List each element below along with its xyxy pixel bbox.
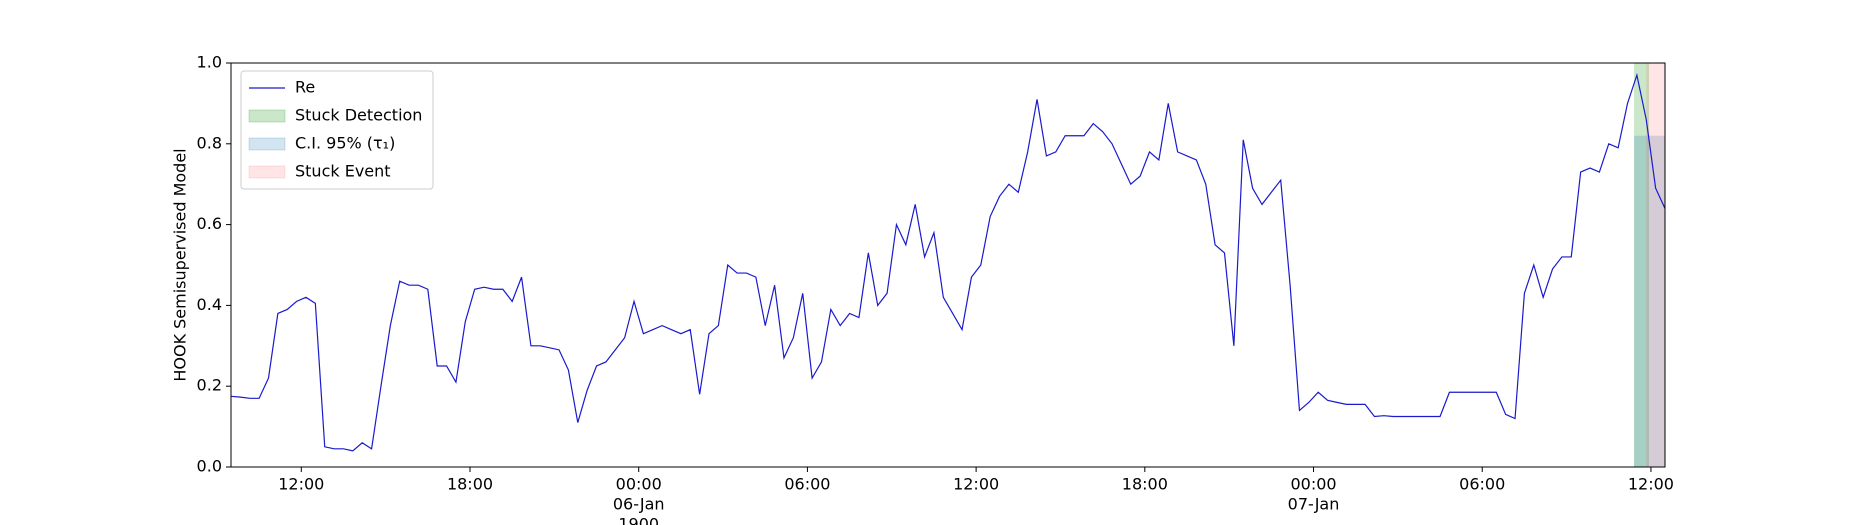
legend: Re Stuck Detection C.I. 95% (τ₁) Stuck Even… (240, 70, 434, 190)
span (1634, 135, 1665, 467)
legend-patch (248, 109, 286, 123)
y-tick-label: 1.0 (197, 53, 222, 72)
legend-label: C.I. 95% (τ₁) (295, 134, 395, 153)
legend-box (240, 70, 434, 190)
legend-label: Stuck Detection (295, 106, 422, 125)
x-tick-label: 06:00 (784, 475, 830, 494)
y-tick-label: 0.4 (197, 295, 222, 314)
x-tick-label: 00:00 (1290, 475, 1336, 494)
x-tick-label: 12:00 (1628, 475, 1674, 494)
x-tick-label: 12:00 (953, 475, 999, 494)
y-tick-label: 0.6 (197, 214, 222, 233)
x-tick-label: 06-Jan (613, 495, 665, 514)
series-line (231, 72, 1665, 452)
legend-label: Re (295, 78, 315, 97)
x-tick-label: 00:00 (616, 475, 662, 494)
y-tick-label: 0.2 (197, 376, 222, 395)
x-tick-label: 07-Jan (1288, 495, 1340, 514)
x-tick-label: 12:00 (278, 475, 324, 494)
legend-label: Stuck Event (295, 162, 391, 181)
x-tick-label: 1900 (618, 515, 659, 525)
legend-patch (248, 137, 286, 151)
y-tick-label: 0.0 (197, 457, 222, 476)
axes-frame (230, 62, 1666, 468)
legend-patch (248, 165, 286, 179)
span (1646, 63, 1665, 467)
y-axis-label: HOOK Semisupervised Model (171, 148, 190, 381)
x-tick-label: 18:00 (447, 475, 493, 494)
span (1634, 63, 1650, 467)
spans (1634, 63, 1665, 467)
x-tick-label: 18:00 (1122, 475, 1168, 494)
y-tick-label: 0.8 (197, 133, 222, 152)
lines (231, 72, 1665, 452)
x-tick-label: 06:00 (1459, 475, 1505, 494)
